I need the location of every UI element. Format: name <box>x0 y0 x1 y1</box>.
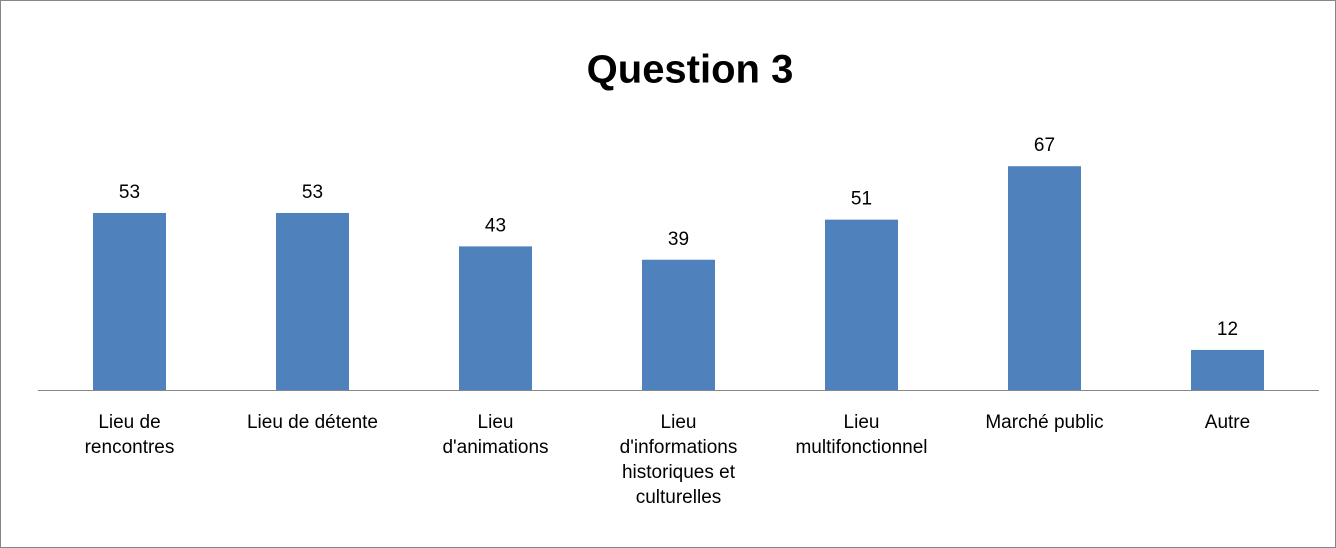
x-tick-label: Lieu de rencontres <box>84 412 175 458</box>
bar <box>93 212 166 390</box>
x-tick-label: Lieu multifonctionnel <box>795 412 928 458</box>
chart-title: Question 3 <box>587 48 794 92</box>
bar <box>276 212 349 390</box>
data-label: 43 <box>485 215 506 236</box>
data-label: 53 <box>119 182 140 203</box>
x-tick-label: Lieu d'informations historiques et cultu… <box>619 412 738 508</box>
data-label: 12 <box>1217 319 1238 340</box>
data-label: 67 <box>1034 135 1055 156</box>
data-label: 53 <box>302 182 323 203</box>
bar <box>459 246 532 390</box>
x-tick-label: Autre <box>1204 412 1251 433</box>
x-tick-label: Marché public <box>985 412 1104 433</box>
data-label: 39 <box>668 229 689 250</box>
bar <box>1008 166 1081 390</box>
bar <box>642 259 715 390</box>
bar <box>825 219 898 390</box>
bar <box>1191 349 1264 390</box>
x-tick-label: Lieu de détente <box>246 412 378 433</box>
data-label: 51 <box>851 189 872 210</box>
x-tick-label: Lieu d'animations <box>442 412 549 458</box>
